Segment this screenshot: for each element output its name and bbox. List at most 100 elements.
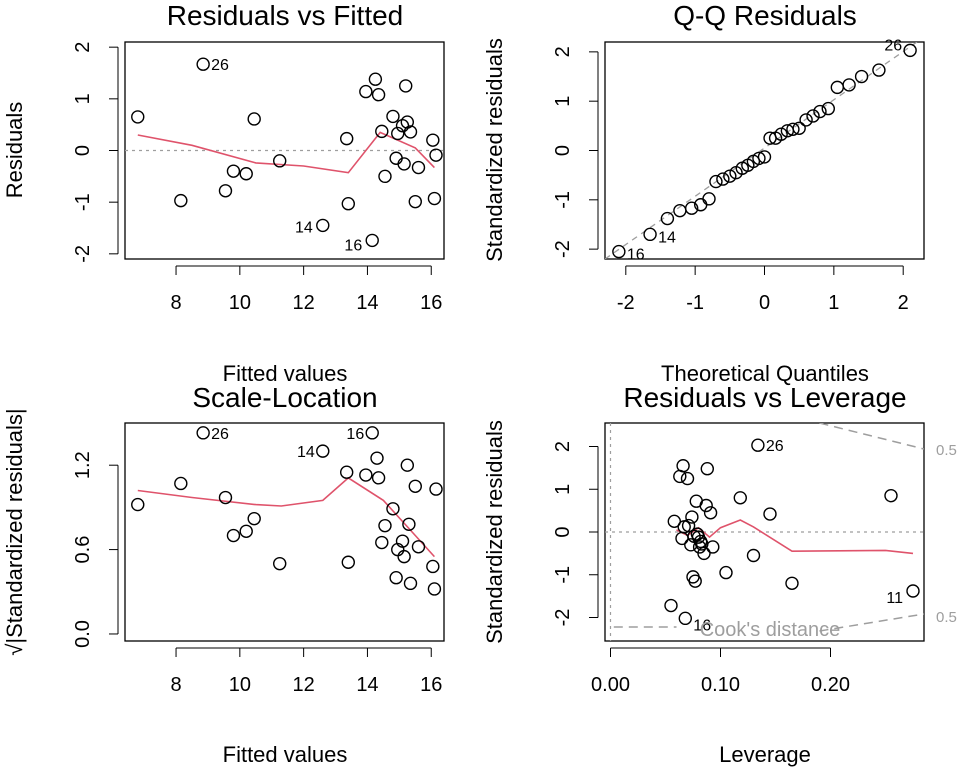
data-point	[821, 101, 835, 116]
data-point	[239, 167, 253, 181]
data-point	[226, 164, 241, 178]
smoother-line	[676, 519, 914, 555]
data-point	[375, 124, 389, 139]
y-tick-label: 1	[552, 484, 574, 495]
data-point	[723, 169, 737, 183]
data-point	[174, 193, 188, 208]
data-point	[174, 476, 188, 491]
data-point	[397, 549, 411, 564]
data-point	[397, 157, 411, 171]
data-point	[746, 548, 761, 563]
data-point	[226, 528, 241, 543]
plot-frame	[124, 422, 445, 642]
data-point	[700, 462, 714, 476]
x-tick-label: 12	[293, 674, 315, 696]
y-tick-label: -1	[552, 566, 574, 584]
data-point	[386, 502, 400, 516]
data-point	[391, 126, 405, 141]
data-point	[400, 458, 415, 472]
x-tick-label: 1	[828, 292, 839, 314]
panel-3: Scale-Location Fitted values √|Standardize…	[2, 382, 445, 767]
x-tick-label: 14	[356, 292, 378, 314]
data-point	[341, 197, 355, 211]
data-point	[799, 113, 813, 127]
data-point	[273, 556, 287, 571]
x-tick-label: 0.00	[591, 674, 630, 696]
data-point	[399, 79, 413, 93]
chart-title: Residuals vs Leverage	[623, 382, 906, 413]
data-point	[389, 151, 403, 165]
data-point	[378, 518, 392, 533]
x-tick-label: 16	[420, 674, 442, 696]
x-tick-label: -1	[686, 292, 704, 314]
y-tick-label: -1	[552, 191, 574, 209]
data-point	[719, 565, 733, 580]
smoother-line	[137, 476, 435, 558]
data-point	[371, 471, 386, 485]
data-point	[709, 174, 723, 189]
data-point	[247, 112, 261, 126]
data-point	[239, 524, 253, 538]
data-point	[678, 611, 692, 626]
point-label: 26	[211, 426, 229, 443]
data-point	[702, 192, 716, 206]
y-tick-label: 2	[72, 42, 94, 53]
data-point	[792, 121, 806, 136]
y-axis-label: Residuals	[2, 102, 27, 199]
plot-area	[125, 131, 444, 174]
x-axis-label: Fitted values	[223, 742, 348, 767]
data-point	[757, 150, 772, 164]
data-point	[395, 534, 410, 548]
data-point	[733, 491, 747, 505]
chart-title: Q-Q Residuals	[673, 0, 857, 31]
point-label: 14	[297, 444, 315, 461]
cooks-level-label-lower: 0.5	[936, 609, 957, 626]
data-point	[218, 490, 233, 505]
data-point	[872, 63, 886, 77]
data-point	[386, 109, 400, 124]
x-tick-label: 0	[759, 292, 770, 314]
x-tick-label: 8	[170, 292, 181, 314]
point-label: 26	[884, 37, 902, 54]
cooks-distance-contour-upper	[819, 423, 924, 450]
chart-title: Scale-Location	[192, 382, 377, 413]
plot-area	[137, 476, 435, 558]
chart-title: Residuals vs Fitted	[167, 0, 404, 31]
data-point	[365, 233, 379, 248]
panel-4: Residuals vs Leverage Leverage Standardize…	[482, 382, 957, 767]
data-point	[408, 479, 422, 493]
x-axis-label: Leverage	[719, 742, 811, 767]
y-tick-label: 2	[552, 46, 574, 57]
y-axis-label: Standardized residuals	[482, 38, 507, 262]
data-point	[273, 154, 287, 168]
data-point	[403, 125, 418, 139]
y-axis-label: √|Standardized residuals|	[2, 408, 27, 655]
x-tick-label: 8	[170, 674, 181, 696]
x-tick-label: 12	[293, 292, 315, 314]
y-tick-label: 2	[552, 441, 574, 452]
y-tick-label: -2	[552, 240, 574, 258]
smoother-line	[137, 131, 435, 174]
data-point	[763, 507, 777, 521]
data-point	[699, 498, 713, 513]
data-point	[400, 115, 415, 129]
x-tick-label: -2	[617, 292, 635, 314]
data-point	[884, 488, 898, 503]
data-point	[680, 471, 695, 486]
y-axis-label: Standardized residuals	[482, 420, 507, 644]
point-label: 16	[346, 426, 364, 443]
data-point	[359, 468, 373, 482]
x-tick-label: 0.10	[701, 674, 740, 696]
plot-frame	[604, 422, 925, 642]
data-point	[664, 598, 678, 613]
y-tick-label: 1.2	[72, 451, 94, 479]
data-point	[316, 444, 330, 458]
data-point	[716, 172, 730, 186]
data-point	[340, 131, 354, 146]
data-point	[697, 546, 711, 561]
data-point	[411, 160, 426, 175]
x-tick-label: 14	[356, 674, 378, 696]
point-label: 26	[211, 57, 229, 74]
data-point	[359, 84, 373, 99]
